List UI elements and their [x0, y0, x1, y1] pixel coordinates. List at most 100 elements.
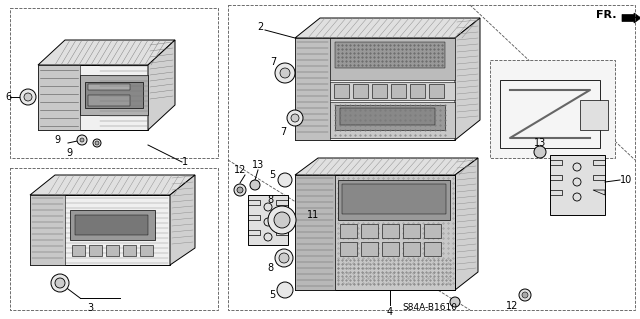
Polygon shape: [455, 158, 478, 290]
Polygon shape: [38, 65, 80, 130]
Polygon shape: [295, 158, 478, 175]
Polygon shape: [340, 224, 357, 238]
Circle shape: [278, 173, 292, 187]
Polygon shape: [382, 242, 399, 256]
Circle shape: [80, 138, 84, 142]
Polygon shape: [170, 175, 195, 265]
Circle shape: [93, 139, 101, 147]
Polygon shape: [580, 100, 608, 130]
Text: 7: 7: [270, 57, 276, 67]
Circle shape: [280, 68, 290, 78]
Circle shape: [250, 180, 260, 190]
Polygon shape: [295, 38, 330, 140]
Circle shape: [20, 89, 36, 105]
Polygon shape: [455, 18, 480, 140]
Polygon shape: [140, 245, 153, 256]
Polygon shape: [295, 175, 335, 290]
Circle shape: [519, 289, 531, 301]
Polygon shape: [38, 40, 175, 65]
Circle shape: [24, 93, 32, 101]
Polygon shape: [85, 82, 143, 108]
Polygon shape: [340, 242, 357, 256]
Text: 6: 6: [5, 92, 11, 102]
Polygon shape: [88, 95, 130, 106]
Text: 9: 9: [66, 148, 72, 158]
Polygon shape: [330, 102, 455, 138]
Text: 9: 9: [54, 135, 60, 145]
Text: 12: 12: [506, 301, 518, 311]
Polygon shape: [382, 224, 399, 238]
Polygon shape: [334, 84, 349, 98]
Circle shape: [268, 206, 296, 234]
Circle shape: [534, 146, 546, 158]
Polygon shape: [106, 245, 119, 256]
Circle shape: [275, 249, 293, 267]
Polygon shape: [424, 242, 441, 256]
Polygon shape: [330, 82, 455, 100]
Text: 1: 1: [182, 157, 188, 167]
Text: 4: 4: [387, 307, 393, 317]
Text: 13: 13: [534, 138, 546, 148]
Polygon shape: [148, 40, 175, 130]
Polygon shape: [342, 184, 446, 214]
Polygon shape: [330, 38, 455, 80]
Text: 5: 5: [269, 290, 275, 300]
Polygon shape: [391, 84, 406, 98]
Polygon shape: [295, 175, 455, 290]
Polygon shape: [88, 84, 130, 90]
Polygon shape: [361, 242, 378, 256]
Polygon shape: [295, 38, 455, 140]
Circle shape: [95, 141, 99, 145]
Polygon shape: [429, 84, 444, 98]
Text: 8: 8: [267, 263, 273, 273]
Polygon shape: [403, 242, 420, 256]
Polygon shape: [490, 60, 615, 158]
Polygon shape: [30, 195, 170, 265]
Text: 10: 10: [620, 175, 632, 185]
Circle shape: [51, 274, 69, 292]
Polygon shape: [335, 105, 445, 130]
Circle shape: [279, 253, 289, 263]
Polygon shape: [75, 215, 148, 235]
Polygon shape: [550, 155, 605, 215]
Polygon shape: [410, 84, 425, 98]
Circle shape: [450, 297, 460, 307]
Circle shape: [291, 114, 299, 122]
Polygon shape: [30, 175, 195, 195]
Text: S84A-B1610: S84A-B1610: [403, 303, 458, 313]
FancyArrow shape: [622, 13, 640, 23]
Polygon shape: [295, 18, 480, 38]
Polygon shape: [340, 108, 435, 125]
Circle shape: [277, 282, 293, 298]
Text: 2: 2: [257, 22, 263, 32]
Text: 8: 8: [267, 195, 273, 205]
Polygon shape: [338, 180, 450, 220]
Circle shape: [522, 292, 528, 298]
Polygon shape: [424, 224, 441, 238]
Polygon shape: [80, 75, 148, 115]
Circle shape: [234, 184, 246, 196]
Circle shape: [275, 63, 295, 83]
Polygon shape: [295, 175, 455, 290]
Text: 13: 13: [252, 160, 264, 170]
Polygon shape: [372, 84, 387, 98]
Polygon shape: [403, 224, 420, 238]
Text: 7: 7: [280, 127, 286, 137]
Text: FR.: FR.: [596, 10, 616, 20]
Text: 5: 5: [269, 170, 275, 180]
Polygon shape: [70, 210, 155, 240]
Polygon shape: [89, 245, 102, 256]
Polygon shape: [335, 42, 445, 68]
Polygon shape: [72, 245, 85, 256]
Circle shape: [274, 212, 290, 228]
Polygon shape: [30, 195, 65, 265]
Circle shape: [287, 110, 303, 126]
Circle shape: [77, 135, 87, 145]
Polygon shape: [38, 65, 148, 130]
Circle shape: [237, 187, 243, 193]
Polygon shape: [248, 195, 288, 245]
Circle shape: [55, 278, 65, 288]
Text: 12: 12: [234, 165, 246, 175]
Polygon shape: [361, 224, 378, 238]
Polygon shape: [353, 84, 368, 98]
